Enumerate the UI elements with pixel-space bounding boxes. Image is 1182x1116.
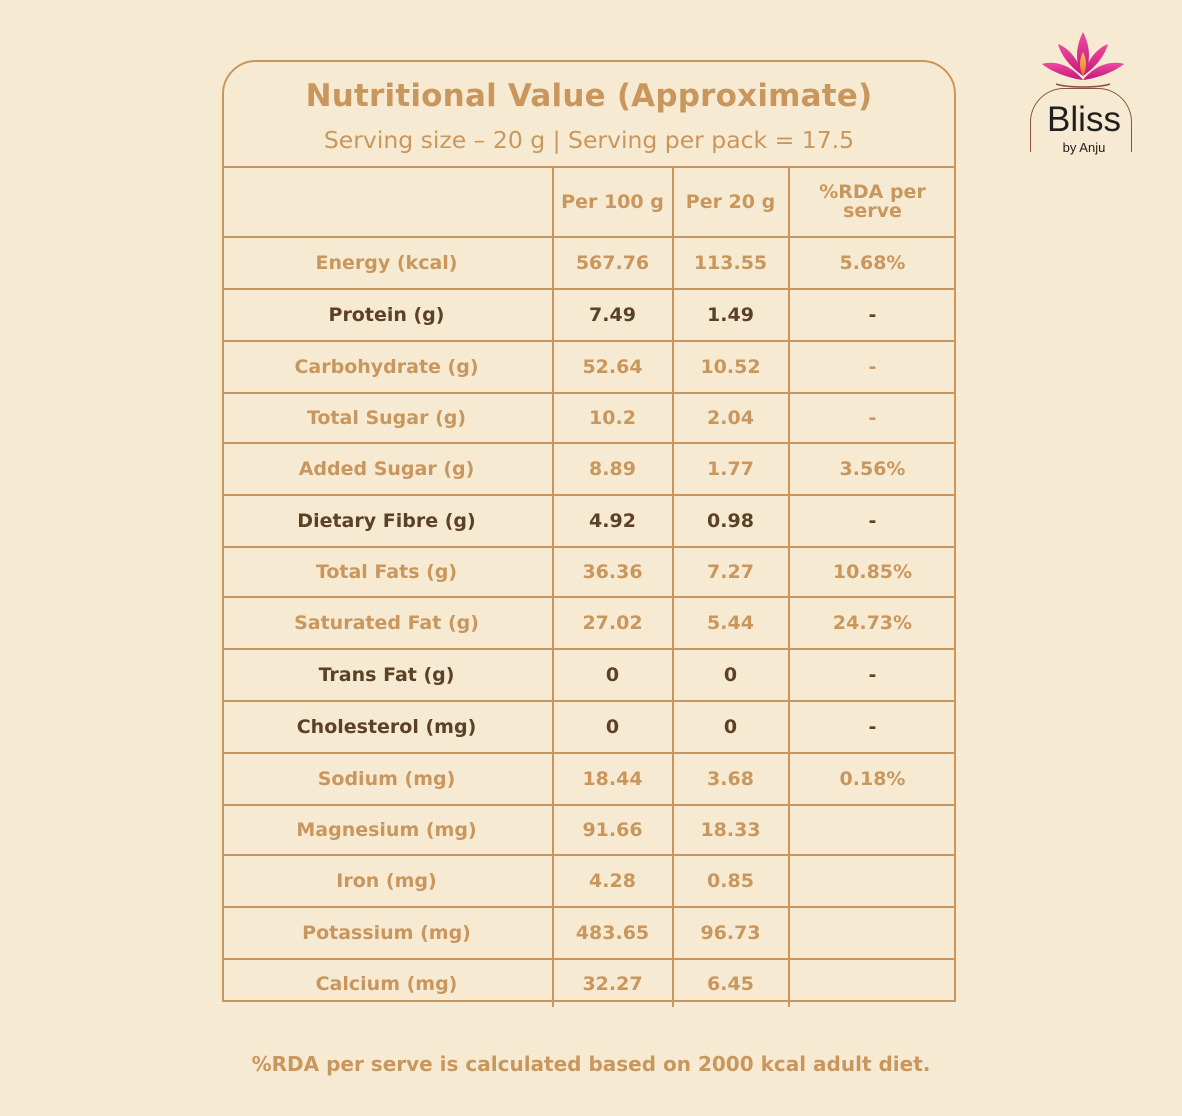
column-header-rda: %RDA per serve	[787, 166, 956, 238]
serving-info: Serving size – 20 g | Serving per pack =…	[323, 126, 855, 154]
value-rda: -	[787, 392, 956, 444]
value-per-20g: 2.04	[671, 392, 790, 444]
table-row: Calcium (mg) 32.27 6.45	[221, 958, 956, 1007]
value-per-100g: 8.89	[551, 442, 674, 496]
nutrient-name: Calcium (mg)	[221, 958, 554, 1007]
value-per-100g: 0	[551, 648, 674, 702]
table-row: Carbohydrate (g) 52.64 10.52 -	[221, 340, 956, 394]
nutrient-name: Magnesium (mg)	[221, 804, 554, 856]
nutrient-name: Trans Fat (g)	[221, 648, 554, 702]
value-rda: -	[787, 648, 956, 702]
value-per-100g: 4.28	[551, 854, 674, 908]
value-rda: 3.56%	[787, 442, 956, 496]
column-header-per-20g: Per 20 g	[671, 166, 790, 238]
value-per-100g: 0	[551, 700, 674, 754]
value-per-20g: 5.44	[671, 596, 790, 650]
value-rda: 24.73%	[787, 596, 956, 650]
value-rda: -	[787, 494, 956, 548]
table-row: Dietary Fibre (g) 4.92 0.98 -	[221, 494, 956, 548]
value-per-20g: 18.33	[671, 804, 790, 856]
value-per-20g: 0	[671, 700, 790, 754]
table-row: Cholesterol (mg) 0 0 -	[221, 700, 956, 754]
brand-logo: Bliss by Anju	[1026, 28, 1142, 158]
value-per-20g: 3.68	[671, 752, 790, 806]
table-row: Potassium (mg) 483.65 96.73	[221, 906, 956, 960]
value-per-100g: 4.92	[551, 494, 674, 548]
value-per-100g: 52.64	[551, 340, 674, 394]
table-row: Protein (g) 7.49 1.49 -	[221, 288, 956, 342]
value-rda	[787, 854, 956, 908]
nutrient-name: Potassium (mg)	[221, 906, 554, 960]
value-per-20g: 113.55	[671, 236, 790, 290]
value-per-20g: 0	[671, 648, 790, 702]
value-rda: -	[787, 340, 956, 394]
value-rda: -	[787, 700, 956, 754]
value-rda	[787, 906, 956, 960]
nutrient-name: Total Fats (g)	[221, 546, 554, 598]
nutrient-name: Energy (kcal)	[221, 236, 554, 290]
table-row: Saturated Fat (g) 27.02 5.44 24.73%	[221, 596, 956, 650]
value-per-20g: 0.98	[671, 494, 790, 548]
nutrient-name: Sodium (mg)	[221, 752, 554, 806]
value-per-100g: 27.02	[551, 596, 674, 650]
table-row: Total Fats (g) 36.36 7.27 10.85%	[221, 546, 956, 598]
nutrient-name: Protein (g)	[221, 288, 554, 342]
value-per-20g: 96.73	[671, 906, 790, 960]
nutrition-panel: Nutritional Value (Approximate) Serving …	[221, 60, 956, 1007]
nutrient-name: Carbohydrate (g)	[221, 340, 554, 394]
table-row: Total Sugar (g) 10.2 2.04 -	[221, 392, 956, 444]
value-rda	[787, 804, 956, 856]
column-header-per-100g: Per 100 g	[551, 166, 674, 238]
table-header-row: Per 100 g Per 20 g %RDA per serve	[221, 166, 956, 238]
value-per-100g: 32.27	[551, 958, 674, 1007]
logo-arch	[1030, 88, 1132, 152]
value-per-100g: 483.65	[551, 906, 674, 960]
table-row: Energy (kcal) 567.76 113.55 5.68%	[221, 236, 956, 290]
value-rda: 0.18%	[787, 752, 956, 806]
table-row: Iron (mg) 4.28 0.85	[221, 854, 956, 908]
table-row: Magnesium (mg) 91.66 18.33	[221, 804, 956, 856]
panel-title: Nutritional Value (Approximate)	[305, 78, 873, 114]
column-header-nutrient	[221, 166, 554, 238]
nutrient-name: Added Sugar (g)	[221, 442, 554, 496]
nutrient-name: Cholesterol (mg)	[221, 700, 554, 754]
value-per-20g: 0.85	[671, 854, 790, 908]
value-per-100g: 567.76	[551, 236, 674, 290]
brand-name: Bliss	[1047, 100, 1121, 139]
value-rda: -	[787, 288, 956, 342]
nutrient-name: Saturated Fat (g)	[221, 596, 554, 650]
value-rda: 5.68%	[787, 236, 956, 290]
table-row: Sodium (mg) 18.44 3.68 0.18%	[221, 752, 956, 806]
brand-byline: by Anju	[1062, 140, 1106, 155]
value-per-20g: 6.45	[671, 958, 790, 1007]
value-per-100g: 18.44	[551, 752, 674, 806]
value-per-20g: 7.27	[671, 546, 790, 598]
nutrient-name: Iron (mg)	[221, 854, 554, 908]
rda-footnote: %RDA per serve is calculated based on 20…	[251, 1052, 931, 1076]
nutrient-name: Total Sugar (g)	[221, 392, 554, 444]
value-per-100g: 91.66	[551, 804, 674, 856]
value-per-100g: 36.36	[551, 546, 674, 598]
value-per-100g: 7.49	[551, 288, 674, 342]
value-rda	[787, 958, 956, 1007]
value-per-100g: 10.2	[551, 392, 674, 444]
table-row: Trans Fat (g) 0 0 -	[221, 648, 956, 702]
nutrition-table: Per 100 g Per 20 g %RDA per serve Energy…	[221, 166, 956, 1007]
lotus-flame-icon	[1042, 32, 1124, 88]
nutrient-name: Dietary Fibre (g)	[221, 494, 554, 548]
value-rda: 10.85%	[787, 546, 956, 598]
value-per-20g: 1.77	[671, 442, 790, 496]
table-row: Added Sugar (g) 8.89 1.77 3.56%	[221, 442, 956, 496]
value-per-20g: 1.49	[671, 288, 790, 342]
value-per-20g: 10.52	[671, 340, 790, 394]
